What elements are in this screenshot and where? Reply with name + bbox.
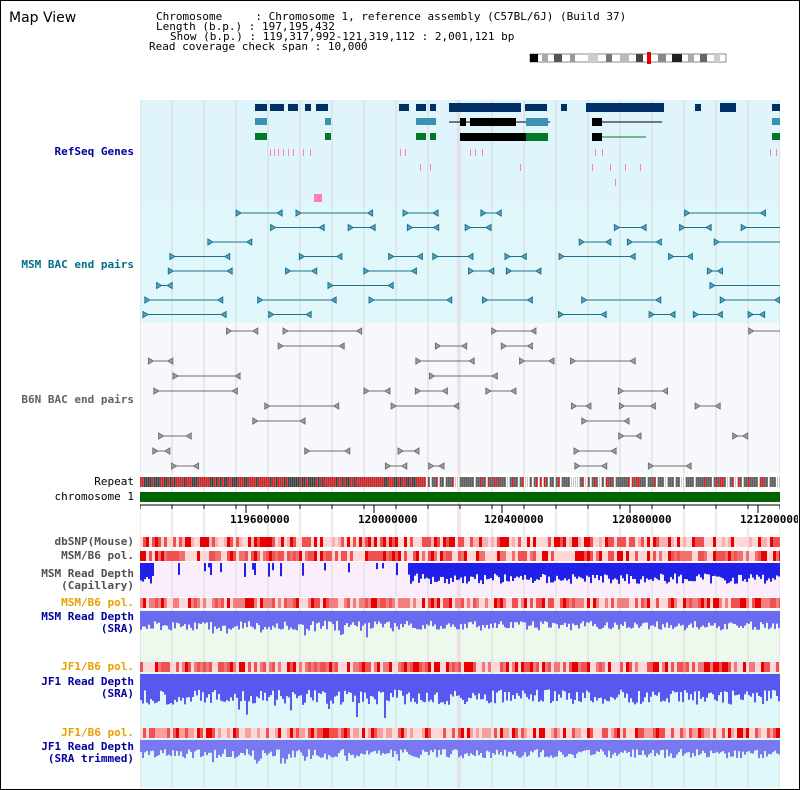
- refseq-genes-track[interactable]: [140, 100, 780, 205]
- track-label-msm-depth-sra[interactable]: MSM Read Depth: [41, 610, 134, 623]
- tick-label-1: 119600000: [230, 513, 290, 526]
- tick-label-2: 120000000: [358, 513, 418, 526]
- msm-bac-track[interactable]: [140, 205, 780, 323]
- jf1-depth-sra-plot: [140, 674, 780, 718]
- track-label-chromosome[interactable]: chromosome 1: [54, 490, 134, 503]
- track-label-jf1-b6-pol-2[interactable]: JF1/B6 pol.: [61, 726, 134, 739]
- b6n-bac-track[interactable]: [140, 323, 780, 473]
- position-axis: [140, 504, 780, 513]
- info-show: Show (b.p.) : 119,317,992-121,319,112 : …: [170, 30, 515, 43]
- msm-depth-sra-plot: [140, 611, 780, 638]
- tick-label-5: 121200000: [740, 513, 798, 526]
- track-label-msm-depth-cap-sub: (Capillary): [61, 579, 134, 592]
- gene-marks: [270, 149, 777, 202]
- track-label-msm-b6-pol-2[interactable]: MSM/B6 pol.: [61, 596, 134, 609]
- info-coverage-label: Read coverage check span: [149, 40, 308, 53]
- grid-lines: [140, 100, 780, 788]
- position-marker: [647, 52, 651, 64]
- jf1-b6-pol-strip-2: [140, 728, 780, 738]
- b6n-bac-pairs: [147, 327, 780, 470]
- msm-b6-pol-strip-1: [140, 551, 780, 561]
- gene-row-1: [255, 103, 780, 112]
- repeat-track: [140, 477, 780, 487]
- track-label-refseq[interactable]: RefSeq Genes: [54, 145, 134, 158]
- tick-label-4: 120800000: [612, 513, 672, 526]
- info-chromosome-value: Chromosome 1, reference assembly (C57BL/…: [268, 10, 627, 23]
- jf1-b6-pol-strip-1: [140, 662, 780, 672]
- track-label-jf1-depth-sra-sub: (SRA): [100, 687, 134, 700]
- page-title: Map View: [9, 10, 77, 26]
- chromosome-bar: [140, 492, 780, 502]
- dbsnp-strip: [140, 537, 780, 547]
- track-label-jf1-b6-pol-1[interactable]: JF1/B6 pol.: [61, 660, 134, 673]
- info-length: Length (b.p.) : 197,195,432: [156, 20, 335, 33]
- track-label-jf1-depth-trim[interactable]: JF1 Read Depth: [41, 740, 134, 753]
- track-label-msm-depth-sra-sub: (SRA): [100, 622, 134, 635]
- info-length-value: 197,195,432: [261, 20, 335, 33]
- track-label-msm-b6-pol-1[interactable]: MSM/B6 pol.: [61, 549, 134, 562]
- track-label-dbsnp[interactable]: dbSNP(Mouse): [54, 535, 134, 548]
- info-coverage: Read coverage check span : 10,000: [149, 40, 368, 53]
- info-show-value: 119,317,992-121,319,112 : 2,001,121 bp: [262, 30, 515, 43]
- msm-b6-pol-strip-2: [140, 598, 780, 608]
- info-chromosome-label: Chromosome: [156, 10, 223, 23]
- info-length-label: Length (b.p.): [156, 20, 243, 33]
- msm-depth-capillary-plot: [140, 563, 780, 584]
- track-label-jf1-depth-trim-sub: (SRA trimmed): [47, 752, 134, 765]
- tick-label-3: 120400000: [484, 513, 544, 526]
- track-label-repeat[interactable]: Repeat: [94, 475, 134, 488]
- track-label-msm-depth-cap[interactable]: MSM Read Depth: [41, 567, 134, 580]
- info-chromosome: Chromosome : Chromosome 1, reference ass…: [156, 10, 627, 23]
- track-label-msm-bac[interactable]: MSM BAC end pairs: [21, 258, 134, 271]
- gene-row-3: [255, 133, 780, 141]
- info-coverage-value: 10,000: [327, 40, 368, 53]
- jf1-depth-trimmed-plot: [140, 740, 780, 764]
- track-label-b6n-bac[interactable]: B6N BAC end pairs: [21, 393, 134, 406]
- info-show-label: Show (b.p.): [170, 30, 243, 43]
- gene-row-2: [255, 118, 780, 126]
- chromosome-ideogram[interactable]: [528, 52, 730, 64]
- track-label-jf1-depth-sra[interactable]: JF1 Read Depth: [41, 675, 134, 688]
- msm-bac-pairs: [142, 209, 780, 319]
